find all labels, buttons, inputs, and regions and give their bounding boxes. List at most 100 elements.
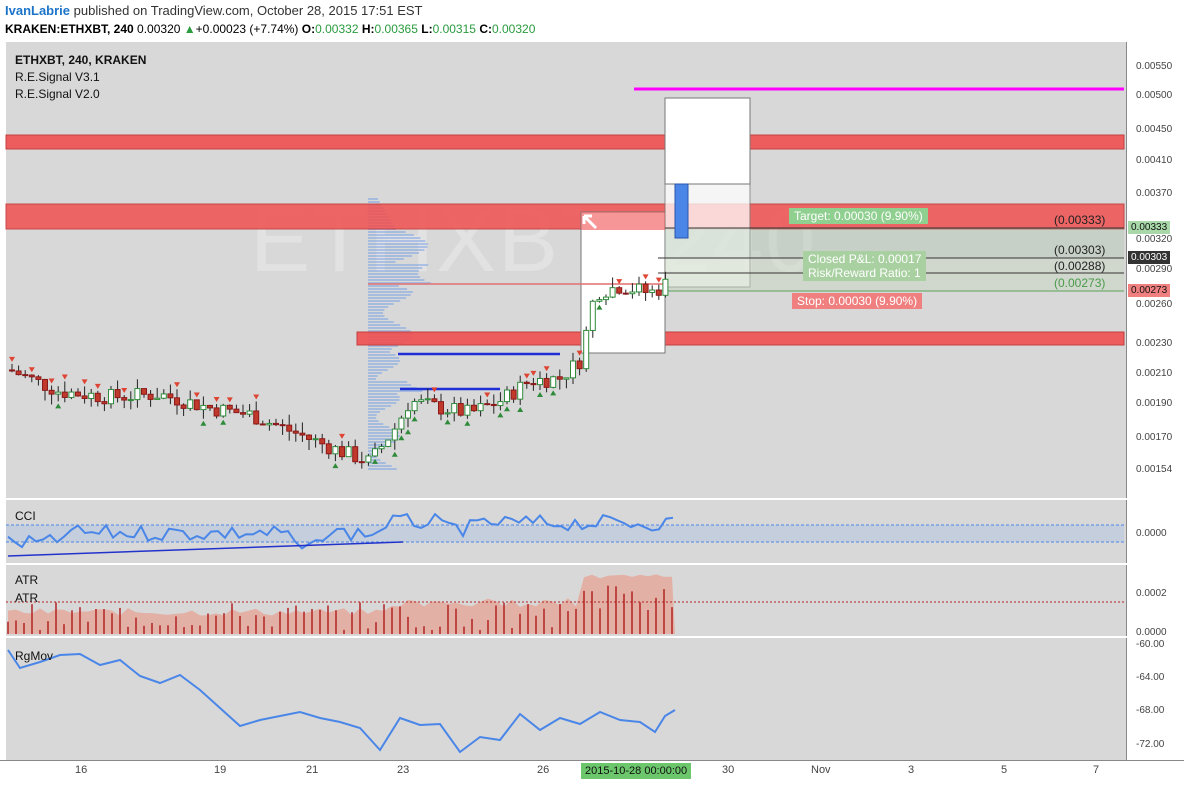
target-label[interactable]: Target: 0.00030 (9.90%) bbox=[789, 208, 928, 224]
candle-bear bbox=[339, 446, 345, 458]
buy-signal-marker bbox=[444, 419, 451, 425]
cci-trendline bbox=[7, 541, 404, 557]
candle-bear bbox=[180, 404, 187, 409]
candle-bear bbox=[213, 407, 220, 417]
legend-study-2[interactable]: R.E.Signal V2.0 bbox=[15, 87, 100, 101]
time-tick: 3 bbox=[908, 764, 915, 776]
buy-signal-marker bbox=[504, 406, 510, 412]
candle-bear bbox=[48, 389, 55, 395]
low-value: 0.00315 bbox=[432, 22, 476, 36]
atr-label-2[interactable]: ATR bbox=[15, 591, 39, 605]
cci-label[interactable]: CCI bbox=[15, 509, 36, 523]
volume-profile-bar bbox=[368, 381, 408, 383]
low-label: L: bbox=[421, 22, 433, 36]
candle-bear bbox=[510, 389, 517, 400]
volume-profile-bar bbox=[368, 384, 412, 386]
volume-profile-bar bbox=[368, 345, 398, 347]
volume-profile-bar bbox=[368, 414, 377, 416]
candle-bull bbox=[464, 404, 471, 416]
projection-box-upper bbox=[664, 97, 751, 185]
volume-profile-bar bbox=[368, 465, 392, 467]
price-axis[interactable] bbox=[1126, 42, 1184, 498]
candle-bull bbox=[127, 399, 134, 402]
volume-profile-bar bbox=[368, 378, 377, 380]
volume-profile-bar bbox=[368, 429, 395, 431]
candle-bear bbox=[484, 403, 491, 406]
candle-bear bbox=[490, 403, 497, 407]
stop-label[interactable]: Stop: 0.00030 (9.90%) bbox=[792, 293, 923, 309]
candle-bull bbox=[345, 446, 352, 458]
volume-profile-bar bbox=[368, 363, 398, 365]
candle-bear bbox=[457, 403, 464, 416]
time-tick: Nov bbox=[811, 764, 831, 776]
candle-bear bbox=[94, 392, 101, 403]
rgmov-label[interactable]: RgMov bbox=[15, 649, 54, 663]
volume-profile-bar bbox=[368, 294, 411, 296]
pl-box[interactable]: Closed P&L: 0.00017 Risk/Reward Ratio: 1 bbox=[803, 251, 927, 281]
sell-signal-marker bbox=[28, 367, 35, 373]
volume-profile-bar bbox=[368, 354, 396, 356]
candle-bear bbox=[226, 404, 233, 410]
candle-bull bbox=[424, 398, 431, 401]
sell-signal-marker bbox=[174, 382, 180, 388]
rgmov-line bbox=[7, 649, 676, 754]
resistance-zone-mid bbox=[5, 203, 1125, 230]
rgmov-pane[interactable] bbox=[6, 638, 1126, 760]
close-value: 0.00320 bbox=[491, 22, 536, 36]
candle-bull bbox=[134, 388, 141, 401]
volume-profile-bar bbox=[368, 264, 429, 266]
signal-markers bbox=[9, 274, 662, 469]
candle-bull bbox=[200, 404, 207, 411]
sell-signal-marker bbox=[48, 378, 55, 384]
time-highlight: 2015-10-28 00:00:00 bbox=[581, 763, 692, 779]
header: IvanLabrie published on TradingView.com,… bbox=[0, 0, 1184, 40]
symbol-title: KRAKEN:ETHXBT, 240 bbox=[5, 22, 134, 36]
candle-bull bbox=[589, 300, 596, 331]
atr-axis[interactable] bbox=[1126, 565, 1184, 636]
volume-profile-bar bbox=[368, 327, 407, 329]
buy-signal-marker bbox=[55, 403, 62, 409]
volume-profile-bar bbox=[368, 288, 408, 290]
sell-signal-marker bbox=[94, 383, 101, 389]
price-tick: 0.00410 bbox=[1136, 155, 1173, 166]
time-tick: 7 bbox=[1093, 764, 1100, 776]
price-tick: 0.00170 bbox=[1136, 432, 1173, 443]
price-tick: 0.00210 bbox=[1136, 368, 1173, 379]
candle-bull bbox=[662, 278, 669, 296]
cci-axis[interactable] bbox=[1126, 500, 1184, 563]
volume-profile-bar bbox=[368, 309, 385, 311]
rgmov-tick-4: -72.00 bbox=[1136, 739, 1165, 750]
candle-bear bbox=[259, 423, 266, 426]
candle-bull bbox=[603, 296, 609, 301]
atr-label-1[interactable]: ATR bbox=[15, 573, 39, 587]
candle-bear bbox=[193, 399, 200, 411]
candle-bull bbox=[418, 399, 425, 402]
main-price-pane[interactable] bbox=[6, 42, 1126, 498]
candle-bull bbox=[405, 410, 411, 419]
candle-bear bbox=[523, 381, 530, 385]
legend-study-1[interactable]: R.E.Signal V3.1 bbox=[15, 70, 100, 84]
buy-signal-marker bbox=[398, 435, 405, 441]
author-link[interactable]: IvanLabrie bbox=[5, 3, 71, 18]
price-tick: 0.00450 bbox=[1136, 124, 1173, 135]
atr-bars bbox=[7, 585, 673, 634]
price-tick: 0.00500 bbox=[1136, 90, 1173, 101]
volume-profile-bar bbox=[368, 420, 379, 422]
sell-signal-marker bbox=[61, 374, 68, 380]
volume-profile-bar bbox=[368, 399, 400, 401]
rgmov-axis[interactable] bbox=[1126, 638, 1184, 760]
candle-bear bbox=[530, 383, 537, 386]
candle-bull bbox=[220, 404, 227, 417]
volume-profile-bar bbox=[368, 318, 389, 320]
time-tick: 5 bbox=[1001, 764, 1008, 776]
volume-profile-bar bbox=[368, 408, 386, 410]
volume-profile-bar bbox=[368, 303, 394, 305]
candle-bear bbox=[114, 389, 121, 399]
sell-signal-marker bbox=[9, 356, 15, 362]
sell-signal-marker bbox=[576, 350, 583, 356]
candle-bear bbox=[81, 395, 88, 399]
closed-pl-label: Closed P&L: 0.00017 bbox=[808, 252, 922, 266]
fib-label-4: (0.00273) bbox=[1054, 276, 1106, 290]
sell-signal-marker bbox=[226, 397, 233, 403]
